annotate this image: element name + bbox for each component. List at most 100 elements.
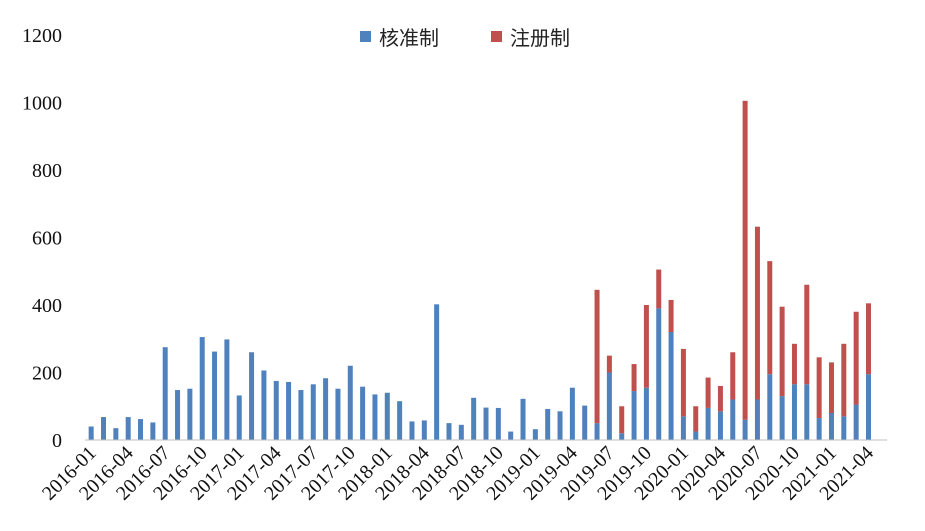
bar-series-2 [853, 311, 859, 405]
bar-series-1 [261, 370, 267, 440]
legend-item-series-1: 核准制 [360, 22, 439, 51]
bar-series-1 [162, 347, 168, 440]
bar-series-1 [286, 381, 292, 440]
bar-series-1 [298, 390, 304, 440]
bar-series-1 [113, 428, 119, 440]
y-tick-label: 600 [32, 228, 62, 250]
legend: 核准制 注册制 [360, 22, 570, 51]
bar-series-1 [384, 392, 390, 440]
bar-series-1 [631, 391, 637, 440]
bar-series-1 [471, 397, 477, 440]
bar-series-2 [779, 306, 785, 397]
bar-series-1 [742, 419, 748, 440]
y-tick-label: 800 [32, 160, 62, 182]
bar-series-1 [199, 337, 205, 440]
legend-item-series-2: 注册制 [491, 22, 570, 51]
bar-series-1 [483, 407, 489, 440]
bar-series-1 [187, 388, 193, 440]
bar-series-1 [212, 351, 218, 440]
bar-series-2 [717, 386, 723, 412]
bar-series-1 [520, 398, 526, 440]
bar-series-1 [508, 431, 514, 440]
bar-layer [88, 100, 871, 440]
y-tick-label: 200 [32, 363, 62, 385]
bar-series-1 [495, 407, 501, 440]
bar-series-2 [804, 284, 810, 385]
y-tick-label: 1000 [22, 93, 62, 115]
y-tick-label: 0 [52, 430, 62, 452]
bar-series-1 [310, 384, 316, 440]
bar-series-1 [816, 418, 822, 440]
bar-series-1 [138, 419, 144, 440]
bar-series-2 [730, 352, 736, 400]
bar-series-1 [841, 416, 847, 440]
bar-series-1 [323, 378, 329, 440]
bar-series-2 [631, 364, 637, 392]
y-tick-label: 1200 [22, 25, 62, 47]
y-tick-label: 400 [32, 295, 62, 317]
bar-series-2 [668, 299, 674, 332]
bar-series-1 [150, 422, 156, 440]
bar-series-2 [693, 406, 699, 432]
bar-series-1 [569, 387, 575, 440]
bar-series-1 [594, 423, 600, 440]
bar-series-2 [816, 357, 822, 419]
bar-series-1 [791, 384, 797, 440]
bar-series-2 [841, 343, 847, 417]
bar-series-1 [372, 394, 378, 440]
bar-series-2 [594, 289, 600, 424]
bar-series-2 [606, 355, 612, 373]
bar-series-2 [705, 377, 711, 408]
legend-label-series-2: 注册制 [510, 26, 570, 50]
bar-series-1 [606, 372, 612, 440]
bar-series-1 [421, 420, 427, 440]
bar-series-1 [101, 417, 107, 440]
bar-series-2 [767, 261, 773, 375]
bar-series-1 [88, 426, 94, 440]
bar-series-1 [767, 374, 773, 440]
bar-series-2 [643, 305, 649, 388]
bar-series-2 [754, 226, 760, 400]
bar-series-1 [557, 411, 563, 440]
bar-series-1 [434, 304, 440, 440]
legend-swatch-series-1 [360, 31, 371, 42]
bar-series-2 [680, 348, 686, 417]
bar-series-1 [804, 384, 810, 440]
bar-series-2 [791, 343, 797, 385]
bar-series-1 [693, 431, 699, 440]
bar-series-2 [828, 362, 834, 413]
bar-series-1 [828, 413, 834, 440]
bar-series-1 [705, 407, 711, 440]
bar-series-1 [335, 388, 341, 440]
bar-series-1 [619, 433, 625, 440]
bar-series-1 [853, 404, 859, 440]
bar-series-2 [742, 100, 748, 420]
legend-swatch-series-2 [491, 31, 502, 42]
bar-series-2 [619, 406, 625, 434]
bar-series-1 [668, 332, 674, 440]
bar-series-1 [347, 365, 353, 440]
bar-series-2 [865, 303, 871, 375]
bar-series-1 [545, 408, 551, 440]
bar-series-1 [458, 424, 464, 440]
bar-series-1 [397, 401, 403, 440]
bar-series-1 [717, 411, 723, 440]
bar-series-1 [582, 405, 588, 440]
bar-series-1 [249, 352, 255, 440]
bar-series-1 [175, 390, 181, 440]
bar-series-1 [643, 387, 649, 440]
bar-series-1 [446, 423, 452, 440]
legend-label-series-1: 核准制 [379, 26, 439, 50]
x-axis-ticks: 2016-012016-042016-072016-102017-012017-… [38, 442, 878, 505]
bar-series-1 [273, 380, 279, 440]
bar-series-1 [779, 396, 785, 440]
bar-series-1 [224, 339, 230, 440]
bar-series-1 [236, 395, 242, 440]
bar-series-1 [730, 399, 736, 440]
bar-series-1 [865, 374, 871, 440]
bar-series-1 [125, 417, 131, 440]
y-axis-ticks: 0 200 400 600 800 1000 1200 [22, 25, 62, 452]
bar-series-2 [656, 269, 662, 309]
bar-series-1 [532, 429, 538, 440]
